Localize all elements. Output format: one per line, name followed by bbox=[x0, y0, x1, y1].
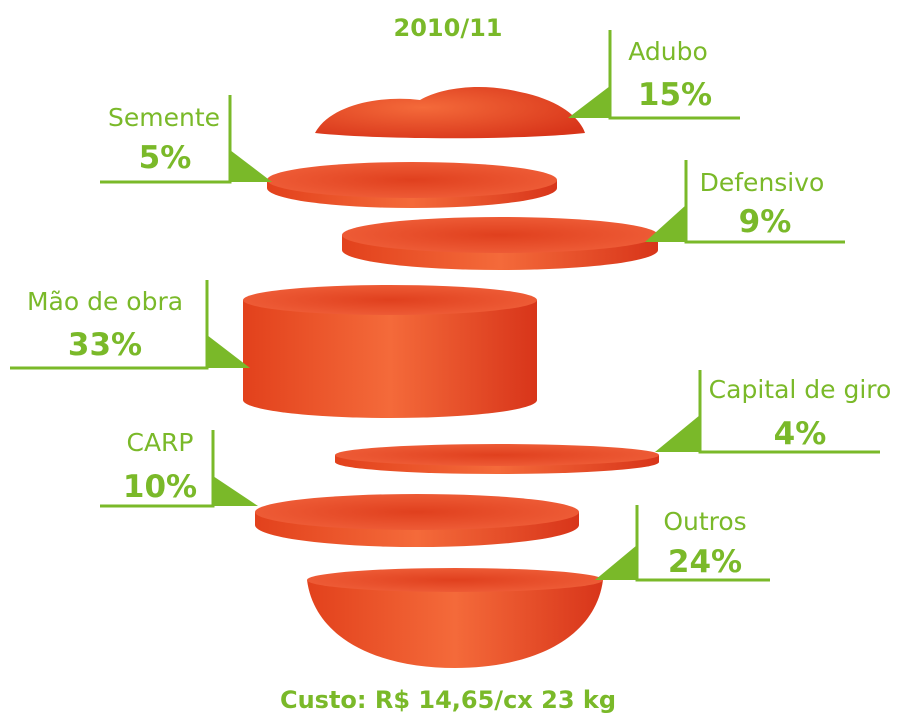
callout-defensivo: Defensivo 9% bbox=[645, 160, 845, 242]
infographic: 2010/11 Adubo 15% Semente 5% Defensivo 9… bbox=[0, 0, 902, 720]
callout-mao-de-obra: Mão de obra 33% bbox=[10, 280, 250, 368]
item-share: 15% bbox=[638, 77, 712, 113]
item-share: 24% bbox=[668, 544, 742, 580]
callout-semente: Semente 5% bbox=[100, 95, 272, 182]
title: 2010/11 bbox=[394, 14, 503, 42]
item-label: Adubo bbox=[628, 37, 708, 66]
item-label: Semente bbox=[108, 103, 220, 132]
item-label: CARP bbox=[126, 428, 193, 457]
tomato bbox=[243, 87, 659, 668]
callout-carp: CARP 10% bbox=[100, 428, 258, 506]
item-share: 33% bbox=[68, 327, 142, 363]
item-label: Outros bbox=[663, 507, 746, 536]
item-share: 4% bbox=[774, 416, 827, 452]
callout-outros: Outros 24% bbox=[595, 505, 770, 580]
callout-adubo: Adubo 15% bbox=[568, 30, 740, 118]
item-label: Capital de giro bbox=[709, 375, 892, 404]
item-share: 10% bbox=[123, 469, 197, 505]
footer: Custo: R$ 14,65/cx 23 kg bbox=[280, 686, 616, 714]
callout-capital-de-giro: Capital de giro 4% bbox=[655, 370, 891, 452]
item-share: 5% bbox=[139, 140, 192, 176]
item-share: 9% bbox=[739, 204, 792, 240]
item-label: Defensivo bbox=[700, 168, 825, 197]
item-label: Mão de obra bbox=[27, 287, 183, 316]
